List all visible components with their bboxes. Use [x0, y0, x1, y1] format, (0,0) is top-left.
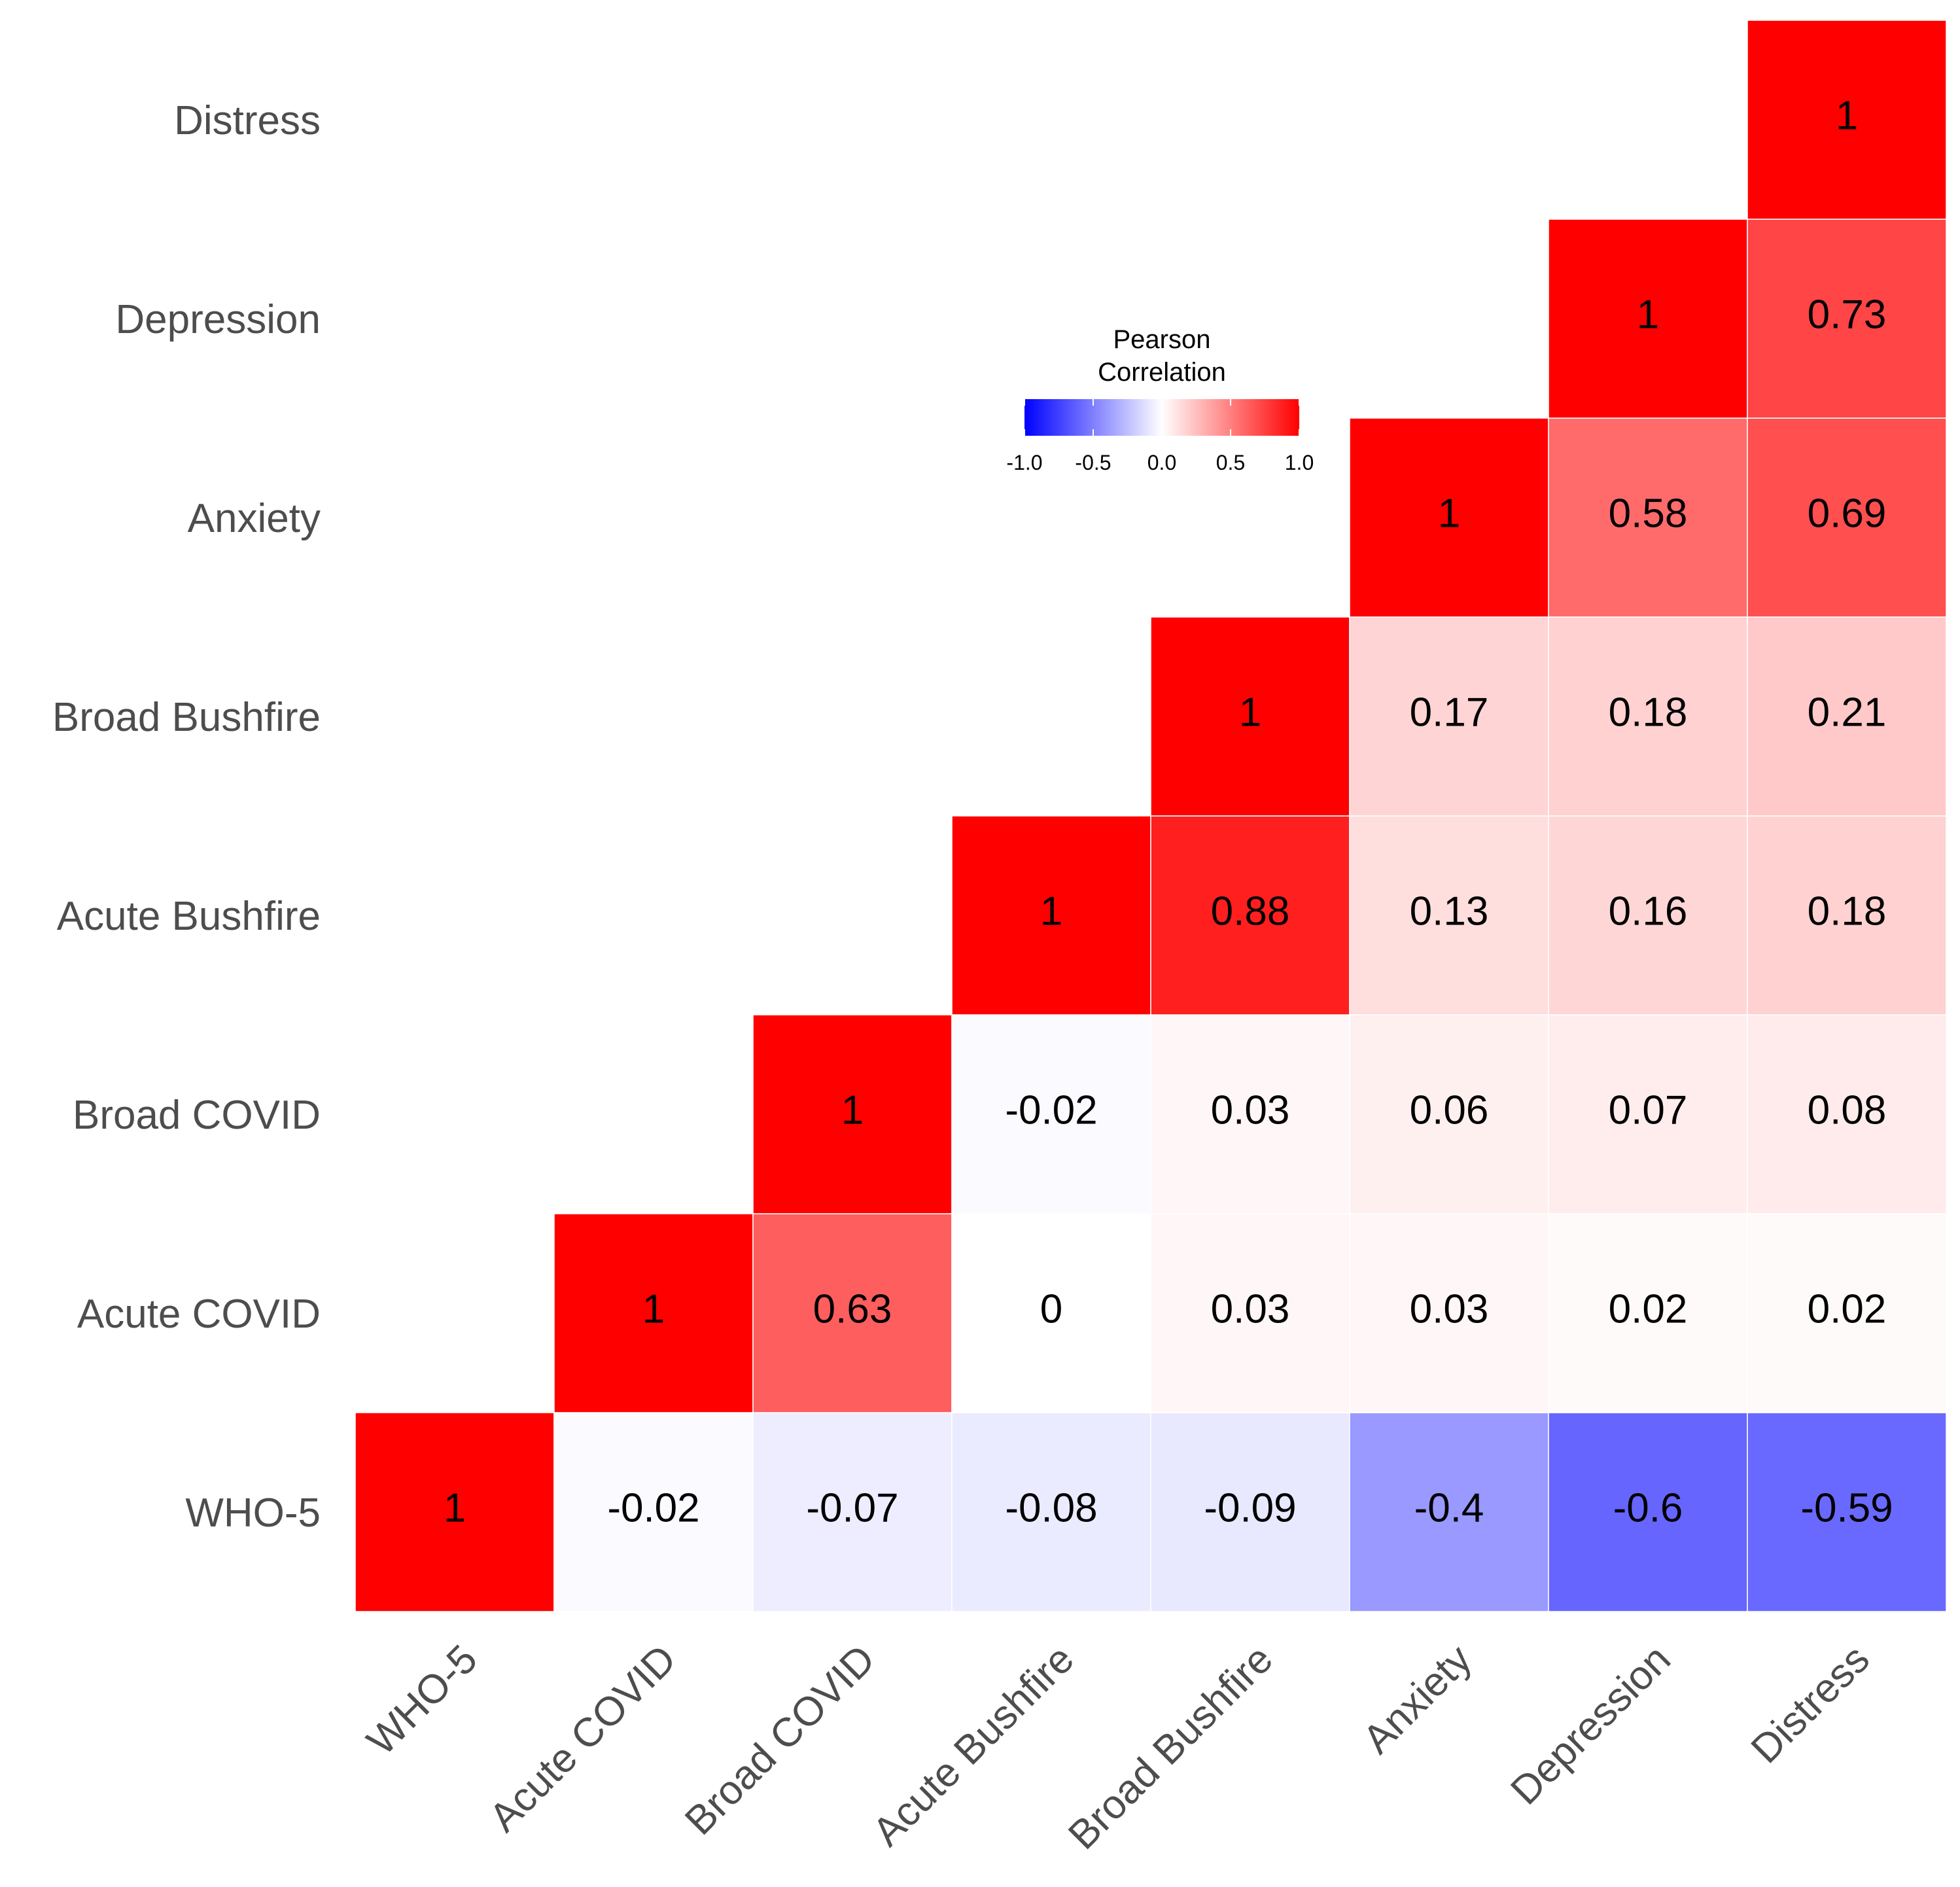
heatmap-cell-acute-bushfire-acute-bushfire — [951, 815, 1151, 1015]
cell-value-label: -0.09 — [1204, 1485, 1296, 1530]
heatmap-cell-labels: 1 -0.02 -0.07 -0.08 -0.09 -0.4 -0.6 -0.59 1 0.63 0… — [444, 93, 1893, 1530]
cell-value-label: 1 — [444, 1485, 466, 1530]
heatmap-cell-depression-depression — [1548, 219, 1748, 419]
cell-value-label: 0.63 — [813, 1286, 892, 1331]
heatmap-cell-broad-bushfire-distress — [1747, 616, 1947, 817]
y-tick-label-anxiety: Anxiety — [188, 496, 321, 541]
heatmap-cell-acute-bushfire-distress — [1747, 815, 1947, 1015]
cell-value-label: -0.08 — [1005, 1485, 1097, 1530]
heatmap-cell-acute-bushfire-depression — [1548, 815, 1748, 1015]
heatmap-cell-anxiety-anxiety — [1349, 417, 1549, 618]
cell-value-label: -0.4 — [1414, 1485, 1484, 1530]
legend-tick-label: 1.0 — [1285, 451, 1314, 474]
heatmap-cell-who-5-distress — [1747, 1412, 1947, 1612]
heatmap-cell-who-5-acute-covid — [553, 1412, 754, 1612]
legend-tick-label: 0.5 — [1216, 451, 1245, 474]
cell-value-label: 1 — [1836, 93, 1858, 138]
cell-value-label: 0.02 — [1609, 1286, 1688, 1331]
cell-value-label: 0.18 — [1808, 889, 1887, 934]
heatmap-cell-acute-covid-distress — [1747, 1213, 1947, 1413]
cell-value-label: 0.03 — [1211, 1286, 1290, 1331]
heatmap-cell-broad-bushfire-depression — [1548, 616, 1748, 817]
heatmap-cell-broad-covid-broad-covid — [752, 1014, 953, 1214]
legend-ticks: -1.0 -0.5 0.0 0.5 1.0 — [1006, 399, 1314, 474]
cell-value-label: 0.18 — [1609, 690, 1688, 735]
cell-value-label: -0.59 — [1800, 1485, 1893, 1530]
heatmap-cell-who-5-anxiety — [1349, 1412, 1549, 1612]
heatmap-cell-acute-bushfire-broad-bushfire — [1150, 815, 1350, 1015]
cell-value-label: -0.02 — [1005, 1087, 1097, 1133]
cell-value-label: 0.13 — [1410, 889, 1489, 934]
cell-value-label: 0.69 — [1808, 491, 1887, 536]
y-tick-label-who-5: WHO-5 — [185, 1490, 321, 1536]
cell-value-label: 0.16 — [1609, 889, 1688, 934]
legend-tick-label: -0.5 — [1075, 451, 1111, 474]
y-tick-label-depression: Depression — [115, 297, 321, 342]
heatmap-cell-distress-distress — [1747, 20, 1947, 220]
legend-title-line2: Correlation — [1098, 358, 1226, 387]
x-tick-label-broad-covid: Broad COVID — [676, 1636, 884, 1844]
heatmap-cell-depression-distress — [1747, 219, 1947, 419]
y-tick-label-broad-covid: Broad COVID — [73, 1093, 321, 1138]
cell-value-label: 1 — [1438, 491, 1460, 536]
cell-value-label: 0.73 — [1808, 292, 1887, 337]
heatmap-cell-anxiety-distress — [1747, 417, 1947, 618]
cell-value-label: 1 — [642, 1286, 665, 1331]
heatmap-cell-broad-covid-depression — [1548, 1014, 1748, 1214]
cell-value-label: -0.02 — [607, 1485, 699, 1530]
legend-title-line1: Pearson — [1113, 325, 1211, 354]
color-legend: Pearson Correlation -1.0 -0.5 0.0 0.5 1.0 — [1006, 325, 1314, 474]
heatmap-cells — [355, 20, 1947, 1612]
y-tick-label-broad-bushfire: Broad Bushfire — [52, 695, 321, 740]
cell-value-label: 0.21 — [1808, 690, 1887, 735]
heatmap-cell-broad-bushfire-anxiety — [1349, 616, 1549, 817]
heatmap-cell-broad-covid-anxiety — [1349, 1014, 1549, 1214]
heatmap-cell-acute-covid-acute-covid — [553, 1213, 754, 1413]
cell-value-label: 0.03 — [1211, 1087, 1290, 1133]
cell-value-label: 0.58 — [1609, 491, 1688, 536]
x-tick-label-who-5: WHO-5 — [359, 1636, 486, 1764]
cell-value-label: 0.07 — [1609, 1087, 1688, 1133]
cell-value-label: 1 — [841, 1087, 864, 1133]
cell-value-label: 1 — [1040, 889, 1062, 934]
y-axis-labels: WHO-5 Acute COVID Broad COVID Acute Bushfir… — [52, 98, 321, 1536]
heatmap-cell-who-5-acute-bushfire — [951, 1412, 1151, 1612]
x-tick-label-broad-bushfire: Broad Bushfire — [1060, 1636, 1282, 1858]
x-tick-label-acute-covid: Acute COVID — [481, 1636, 685, 1841]
y-tick-label-acute-covid: Acute COVID — [77, 1292, 321, 1337]
cell-value-label: 0.03 — [1410, 1286, 1489, 1331]
heatmap-cell-who-5-depression — [1548, 1412, 1748, 1612]
cell-value-label: 0.02 — [1808, 1286, 1887, 1331]
y-tick-label-acute-bushfire: Acute Bushfire — [57, 894, 321, 939]
cell-value-label: -0.07 — [806, 1485, 898, 1530]
x-tick-label-distress: Distress — [1743, 1636, 1878, 1772]
heatmap-cell-broad-covid-broad-bushfire — [1150, 1014, 1350, 1214]
heatmap-cell-who-5-who-5 — [355, 1412, 555, 1612]
heatmap-cell-who-5-broad-bushfire — [1150, 1412, 1350, 1612]
heatmap-cell-acute-covid-anxiety — [1349, 1213, 1549, 1413]
heatmap-cell-broad-bushfire-broad-bushfire — [1150, 616, 1350, 817]
x-tick-label-depression: Depression — [1502, 1636, 1679, 1814]
cell-value-label: 0.06 — [1410, 1087, 1489, 1133]
cell-value-label: 1 — [1637, 292, 1659, 337]
cell-value-label: 0.17 — [1410, 690, 1489, 735]
x-tick-label-anxiety: Anxiety — [1354, 1636, 1480, 1763]
heatmap-cell-acute-covid-broad-bushfire — [1150, 1213, 1350, 1413]
legend-tick-label: -1.0 — [1006, 451, 1042, 474]
heatmap-cell-broad-covid-acute-bushfire — [951, 1014, 1151, 1214]
cell-value-label: 1 — [1239, 690, 1261, 735]
cell-value-label: 0.08 — [1808, 1087, 1887, 1133]
legend-tick-label: 0.0 — [1147, 451, 1176, 474]
cell-value-label: 0 — [1040, 1286, 1062, 1331]
cell-value-label: 0.88 — [1211, 889, 1290, 934]
cell-value-label: -0.6 — [1613, 1485, 1683, 1530]
heatmap-cell-broad-covid-distress — [1747, 1014, 1947, 1214]
x-tick-label-acute-bushfire: Acute Bushfire — [864, 1636, 1083, 1855]
y-tick-label-distress: Distress — [174, 98, 321, 143]
heatmap-cell-acute-covid-broad-covid — [752, 1213, 953, 1413]
